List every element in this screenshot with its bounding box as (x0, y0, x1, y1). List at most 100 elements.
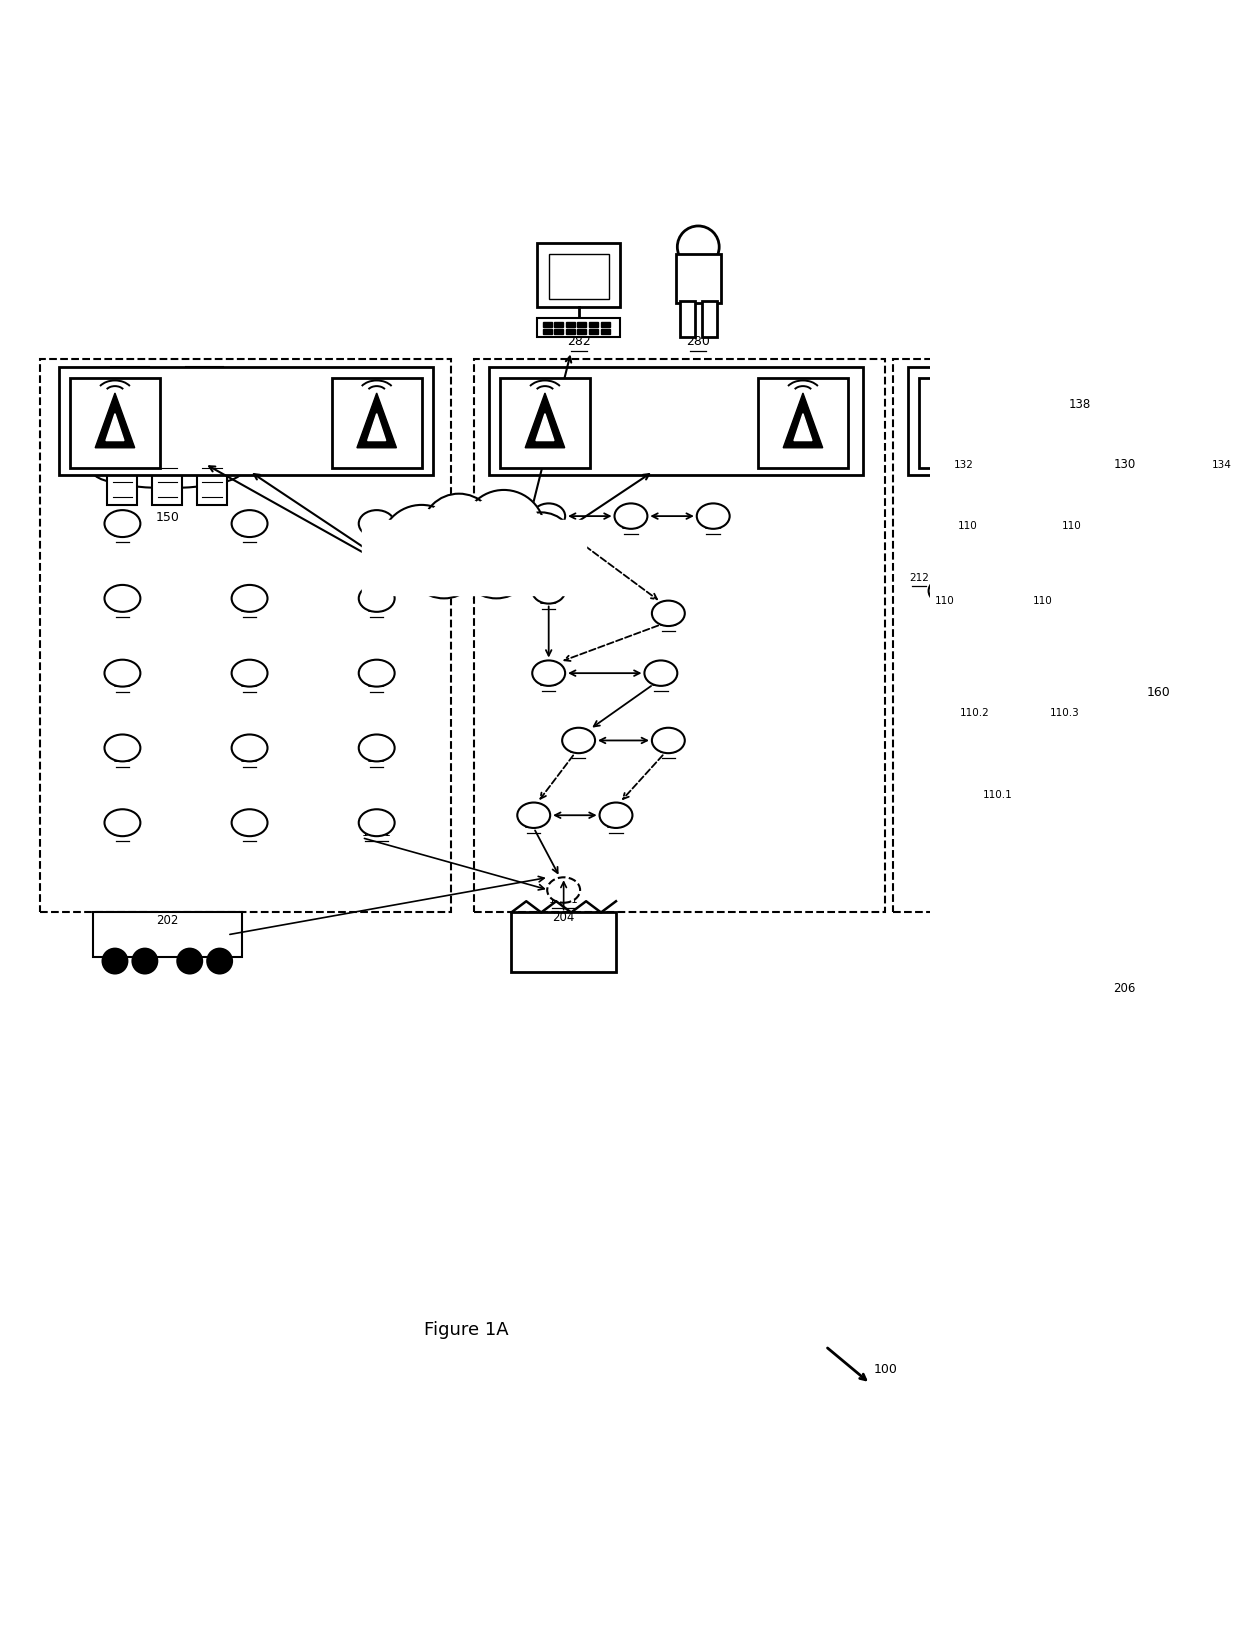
Text: 204: 204 (553, 911, 575, 924)
Text: 110: 110 (658, 618, 678, 628)
FancyBboxPatch shape (578, 328, 587, 335)
Polygon shape (955, 413, 972, 441)
Ellipse shape (232, 660, 268, 686)
Ellipse shape (652, 728, 684, 753)
Circle shape (677, 226, 719, 268)
Circle shape (131, 948, 159, 974)
FancyBboxPatch shape (537, 319, 620, 337)
FancyBboxPatch shape (112, 366, 149, 393)
Text: 110: 110 (113, 753, 133, 764)
Circle shape (176, 948, 203, 974)
FancyBboxPatch shape (500, 377, 590, 468)
Ellipse shape (232, 585, 268, 611)
FancyBboxPatch shape (758, 377, 848, 468)
Circle shape (459, 524, 533, 598)
Circle shape (379, 530, 434, 584)
Ellipse shape (232, 511, 268, 537)
FancyBboxPatch shape (908, 366, 1240, 475)
FancyBboxPatch shape (676, 254, 720, 302)
FancyBboxPatch shape (511, 912, 616, 972)
Polygon shape (536, 413, 554, 441)
Ellipse shape (532, 660, 565, 686)
Text: 206: 206 (1114, 982, 1136, 995)
Circle shape (507, 512, 575, 580)
Ellipse shape (615, 504, 647, 528)
Text: 212: 212 (909, 574, 929, 584)
Text: 110.2: 110.2 (960, 707, 990, 719)
Text: 110: 110 (239, 753, 259, 764)
FancyBboxPatch shape (680, 301, 694, 337)
Ellipse shape (600, 803, 632, 828)
FancyBboxPatch shape (548, 254, 609, 299)
Text: 110: 110 (658, 745, 678, 756)
Circle shape (407, 524, 481, 598)
Text: 110: 110 (239, 605, 259, 615)
FancyBboxPatch shape (93, 912, 242, 958)
FancyBboxPatch shape (474, 359, 885, 912)
Polygon shape (1202, 393, 1240, 447)
FancyBboxPatch shape (919, 377, 1008, 468)
Text: 132: 132 (954, 460, 973, 470)
Ellipse shape (1027, 937, 1192, 977)
FancyBboxPatch shape (40, 359, 451, 912)
Ellipse shape (104, 585, 140, 611)
Polygon shape (794, 413, 812, 441)
Ellipse shape (929, 579, 961, 603)
Text: 160: 160 (1146, 686, 1171, 699)
FancyBboxPatch shape (362, 520, 587, 595)
FancyBboxPatch shape (153, 441, 182, 506)
FancyBboxPatch shape (186, 366, 223, 393)
Text: 110: 110 (1063, 520, 1083, 532)
Ellipse shape (981, 772, 1014, 798)
Text: 130: 130 (665, 459, 687, 472)
Text: 150: 150 (155, 511, 180, 524)
FancyBboxPatch shape (197, 441, 227, 506)
Text: 110: 110 (367, 753, 387, 764)
Circle shape (1123, 948, 1133, 959)
Ellipse shape (1048, 691, 1081, 715)
Text: 208: 208 (470, 582, 494, 595)
Ellipse shape (358, 511, 394, 537)
Text: 110: 110 (703, 520, 723, 532)
Text: 110: 110 (113, 530, 133, 540)
Ellipse shape (104, 660, 140, 686)
Text: 110: 110 (113, 680, 133, 689)
FancyBboxPatch shape (543, 328, 552, 335)
FancyBboxPatch shape (565, 322, 575, 327)
FancyBboxPatch shape (589, 328, 598, 335)
Ellipse shape (562, 728, 595, 753)
Ellipse shape (104, 511, 140, 537)
Polygon shape (95, 393, 135, 447)
Ellipse shape (358, 585, 394, 611)
Polygon shape (944, 393, 983, 447)
Circle shape (466, 494, 541, 567)
Text: 110: 110 (113, 828, 133, 839)
Ellipse shape (358, 810, 394, 836)
Text: 138: 138 (1069, 398, 1091, 411)
Ellipse shape (358, 660, 394, 686)
Ellipse shape (232, 810, 268, 836)
Text: 110: 110 (523, 820, 543, 831)
FancyBboxPatch shape (489, 366, 863, 475)
Text: 110: 110 (1033, 595, 1052, 606)
FancyBboxPatch shape (893, 359, 1240, 912)
FancyBboxPatch shape (702, 301, 717, 337)
Ellipse shape (532, 504, 565, 528)
Text: 134: 134 (1211, 460, 1231, 470)
FancyBboxPatch shape (1012, 366, 1147, 463)
Circle shape (1105, 948, 1115, 959)
Text: 110: 110 (239, 828, 259, 839)
FancyBboxPatch shape (589, 322, 598, 327)
Circle shape (1086, 948, 1096, 959)
FancyBboxPatch shape (108, 441, 138, 506)
Text: 282: 282 (567, 335, 590, 348)
Text: 132: 132 (534, 460, 554, 470)
Text: 110: 110 (935, 595, 955, 606)
FancyBboxPatch shape (1177, 377, 1240, 468)
Text: 110: 110 (539, 595, 558, 606)
Text: 110: 110 (113, 605, 133, 615)
Polygon shape (1213, 413, 1231, 441)
Ellipse shape (959, 691, 992, 715)
Text: 110: 110 (239, 530, 259, 540)
Circle shape (1142, 948, 1152, 959)
